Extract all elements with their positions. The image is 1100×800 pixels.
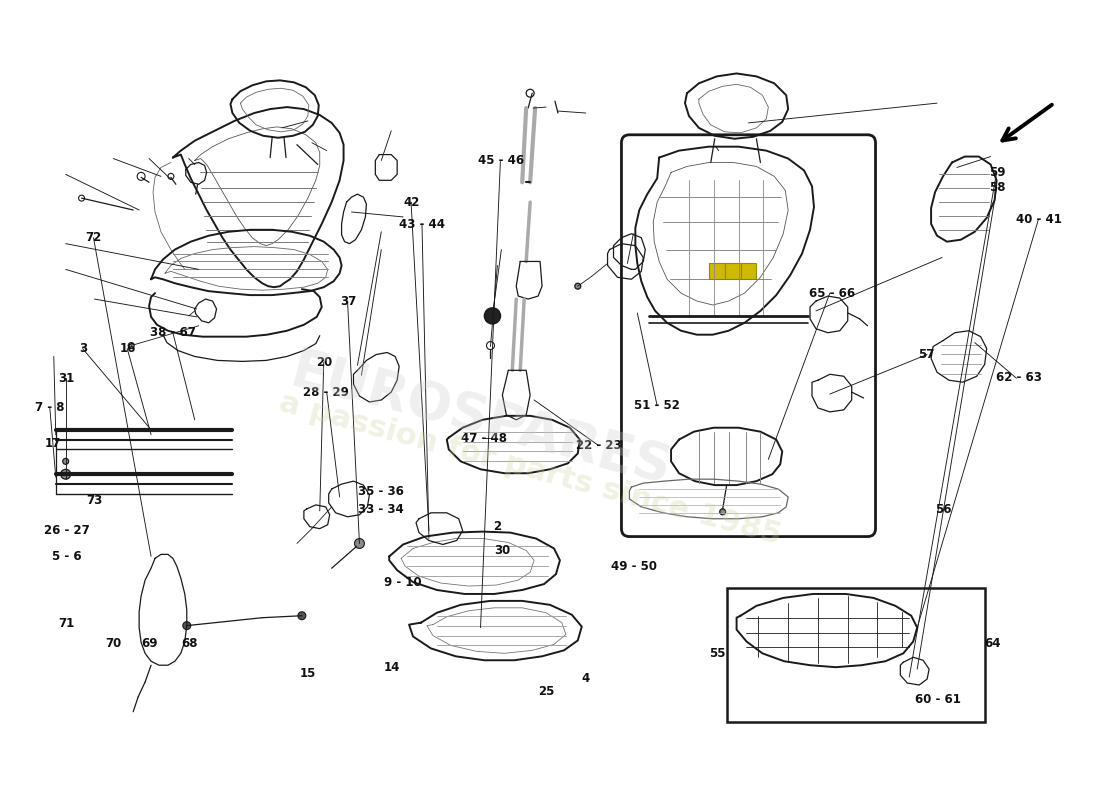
Text: 51 - 52: 51 - 52 — [634, 399, 680, 412]
Text: 71: 71 — [58, 617, 75, 630]
Text: 45 - 46: 45 - 46 — [477, 154, 524, 167]
Text: 7 - 8: 7 - 8 — [35, 402, 65, 414]
Text: 37: 37 — [340, 294, 356, 307]
Text: 72: 72 — [86, 231, 102, 244]
Circle shape — [63, 458, 68, 464]
Text: 30: 30 — [494, 544, 510, 557]
Text: 17: 17 — [45, 437, 62, 450]
Circle shape — [719, 509, 726, 514]
Text: 35 - 36: 35 - 36 — [358, 485, 404, 498]
Text: 5 - 6: 5 - 6 — [52, 550, 81, 563]
Text: 55: 55 — [708, 647, 725, 660]
Text: EUROSPARES: EUROSPARES — [285, 344, 676, 495]
Text: 42: 42 — [404, 195, 419, 209]
Text: 60 - 61: 60 - 61 — [914, 693, 960, 706]
Text: 49 - 50: 49 - 50 — [612, 560, 657, 573]
Text: 25: 25 — [539, 685, 554, 698]
Text: 73: 73 — [87, 494, 103, 507]
Text: 40 - 41: 40 - 41 — [1016, 213, 1062, 226]
Text: 4: 4 — [582, 672, 590, 685]
Text: 68: 68 — [182, 637, 198, 650]
Text: 3: 3 — [79, 342, 87, 355]
Circle shape — [484, 308, 500, 324]
Text: 47 - 48: 47 - 48 — [462, 431, 507, 445]
Circle shape — [183, 622, 190, 630]
Text: a passion for parts since 1985: a passion for parts since 1985 — [276, 388, 784, 550]
Text: 69: 69 — [141, 637, 157, 650]
Bar — [725, 263, 740, 279]
Text: 56: 56 — [935, 502, 952, 516]
Text: 16: 16 — [119, 342, 135, 355]
Text: 38 - 67: 38 - 67 — [151, 326, 196, 339]
Text: 31: 31 — [58, 372, 75, 385]
Text: 28 - 29: 28 - 29 — [304, 386, 349, 398]
Text: 70: 70 — [106, 637, 121, 650]
Text: 15: 15 — [299, 666, 316, 680]
Text: 2: 2 — [494, 520, 502, 533]
Text: 9 - 10: 9 - 10 — [384, 575, 421, 589]
Bar — [727, 588, 984, 722]
Text: 65 - 66: 65 - 66 — [808, 286, 855, 300]
Text: 33 - 34: 33 - 34 — [358, 502, 404, 516]
Text: 14: 14 — [384, 661, 400, 674]
Bar — [740, 263, 757, 279]
Text: 59: 59 — [989, 166, 1005, 178]
Text: 26 - 27: 26 - 27 — [44, 524, 89, 537]
Text: 57: 57 — [918, 347, 935, 361]
Text: 58: 58 — [989, 182, 1005, 194]
Text: 64: 64 — [983, 638, 1000, 650]
Circle shape — [298, 612, 306, 620]
Circle shape — [575, 283, 581, 289]
Text: 22 - 23: 22 - 23 — [576, 439, 621, 453]
Circle shape — [354, 538, 364, 549]
Text: 20: 20 — [316, 355, 332, 369]
Text: 62 - 63: 62 - 63 — [997, 371, 1043, 384]
Bar — [708, 263, 725, 279]
Circle shape — [60, 470, 70, 479]
Text: 43 - 44: 43 - 44 — [399, 218, 446, 230]
